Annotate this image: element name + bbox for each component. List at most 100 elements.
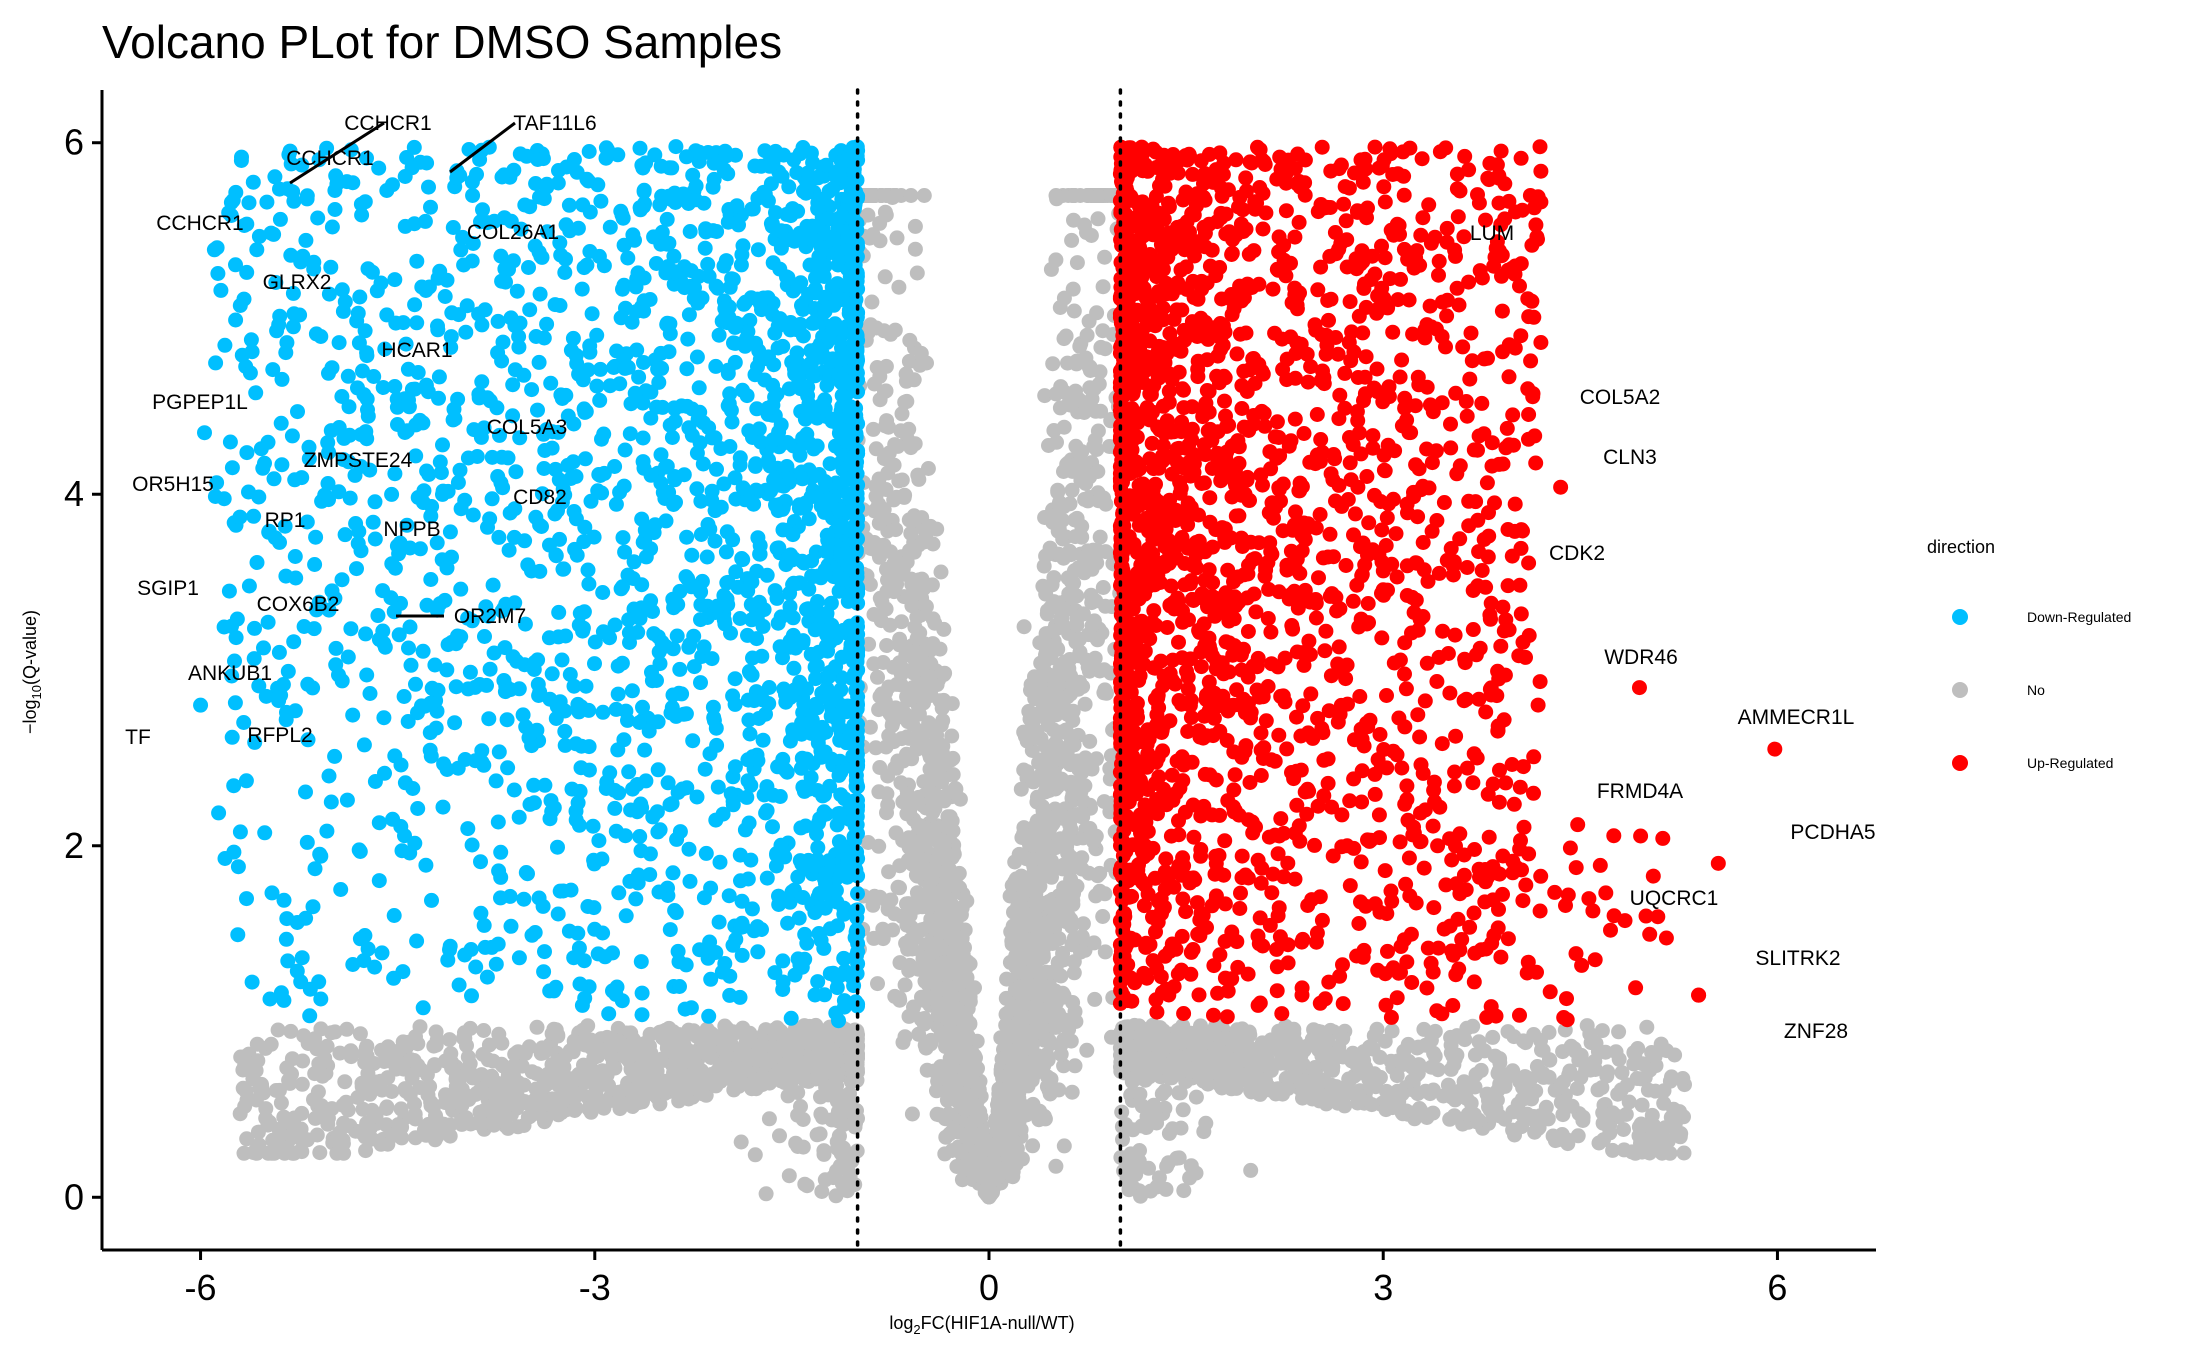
scatter-point [1043, 261, 1059, 277]
scatter-point [313, 1021, 329, 1037]
scatter-point [460, 1049, 476, 1065]
scatter-point [689, 1028, 705, 1044]
scatter-point [1116, 1048, 1132, 1064]
scatter-point [904, 751, 920, 767]
scatter-point [1087, 991, 1103, 1007]
scatter-point [1611, 1051, 1627, 1067]
scatter-point [1045, 684, 1061, 700]
scatter-point [693, 597, 709, 613]
scatter-point [916, 188, 932, 203]
scatter-point [918, 821, 934, 837]
scatter-point [944, 1143, 960, 1158]
scatter-point [409, 315, 425, 331]
scatter-point [1131, 1051, 1147, 1067]
scatter-point [781, 1168, 797, 1184]
scatter-point [627, 1046, 643, 1062]
scatter-point [1029, 813, 1045, 829]
scatter-point [1039, 780, 1055, 796]
scatter-point [892, 631, 908, 647]
scatter-point [1056, 880, 1072, 896]
scatter-point [905, 1006, 921, 1022]
scatter-point [1037, 852, 1053, 868]
scatter-point [1379, 1083, 1394, 1099]
scatter-point [1605, 1142, 1621, 1158]
scatter-point [922, 784, 938, 800]
scatter-point [1667, 1047, 1683, 1063]
scatter-point [1077, 696, 1093, 712]
scatter-point [864, 294, 880, 310]
scatter-point [894, 472, 910, 488]
scatter-point [1605, 1105, 1621, 1121]
scatter-point [1281, 1027, 1297, 1043]
scatter-point [936, 789, 952, 805]
scatter-point [1155, 1041, 1171, 1057]
scatter-point [385, 811, 401, 827]
scatter-point [1024, 772, 1040, 788]
scatter-point [1097, 944, 1113, 960]
scatter-point [490, 1076, 506, 1091]
scatter-point [1263, 1063, 1279, 1078]
scatter-point [948, 878, 964, 894]
scatter-point [581, 576, 597, 592]
scatter-point [1043, 600, 1059, 616]
scatter-point [266, 471, 282, 487]
scatter-point [320, 1110, 336, 1126]
scatter-point [1071, 648, 1087, 664]
scatter-point [884, 708, 900, 724]
scatter-point [904, 598, 920, 614]
scatter-point [959, 970, 975, 986]
scatter-point [604, 1050, 620, 1065]
scatter-point [727, 671, 743, 687]
scatter-point [1132, 1086, 1148, 1102]
scatter-point [615, 530, 631, 546]
scatter-point [1656, 1095, 1672, 1111]
scatter-point [329, 1145, 345, 1161]
scatter-point [249, 1036, 265, 1052]
scatter-point [879, 805, 894, 821]
scatter-point [827, 1065, 843, 1081]
scatter-point [615, 281, 630, 297]
scatter-point [1038, 919, 1054, 935]
scatter-point [627, 1090, 642, 1106]
scatter-point [1084, 595, 1100, 611]
scatter-point [1175, 1102, 1191, 1118]
scatter-point [324, 219, 340, 235]
scatter-point [408, 1029, 423, 1045]
scatter-point [933, 717, 949, 733]
scatter-point [816, 1146, 832, 1162]
scatter-point [393, 1101, 409, 1117]
scatter-point [1080, 493, 1096, 509]
scatter-point [484, 491, 500, 507]
scatter-point [1038, 761, 1054, 777]
scatter-point [1229, 1037, 1244, 1053]
scatter-point [786, 1049, 802, 1065]
scatter-point [556, 1084, 571, 1100]
scatter-point [529, 1066, 544, 1082]
scatter-point [986, 1145, 1002, 1161]
scatter-point [285, 1145, 301, 1161]
scatter-point [1048, 188, 1064, 203]
scatter-point [902, 332, 918, 348]
scatter-point [1036, 662, 1052, 678]
scatter-point [1054, 771, 1069, 787]
scatter-point [554, 652, 570, 668]
scatter-point [945, 823, 961, 839]
scatter-point [486, 1117, 502, 1133]
scatter-point [868, 478, 884, 494]
scatter-point [1077, 465, 1092, 481]
scatter-point [611, 1085, 627, 1101]
scatter-point [247, 620, 262, 636]
scatter-point [239, 891, 254, 907]
scatter-point [1500, 1024, 1516, 1040]
scatter-point [936, 667, 952, 683]
scatter-point [871, 838, 887, 854]
scatter-point [1052, 300, 1068, 315]
scatter-point [242, 365, 258, 381]
scatter-point [1079, 1042, 1095, 1058]
scatter-point [940, 1034, 956, 1050]
scatter-point [868, 740, 884, 756]
scatter-point [632, 140, 648, 156]
scatter-point [1159, 1158, 1175, 1174]
scatter-point [1093, 339, 1109, 355]
scatter-point [652, 1024, 668, 1040]
